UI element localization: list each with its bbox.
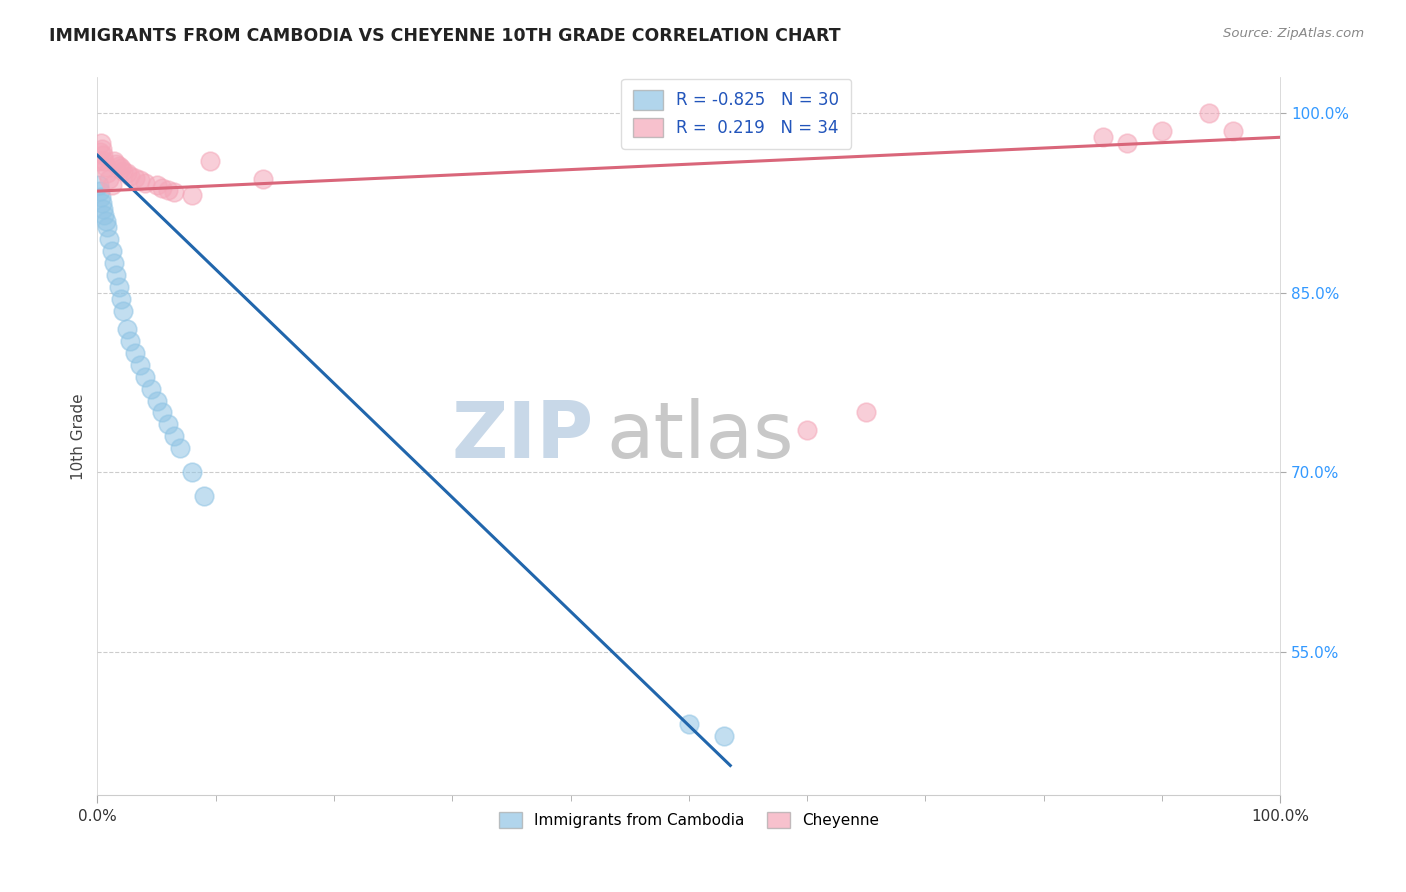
Point — [115, 166, 138, 180]
Point — [169, 442, 191, 456]
Point — [91, 202, 114, 216]
Point — [152, 180, 174, 194]
Point — [134, 176, 156, 190]
Point — [89, 184, 111, 198]
Point — [112, 163, 135, 178]
Y-axis label: 10th Grade: 10th Grade — [72, 393, 86, 480]
Point — [103, 154, 125, 169]
Point — [115, 322, 138, 336]
Point — [193, 489, 215, 503]
Point — [107, 159, 129, 173]
Point — [105, 156, 128, 170]
Point — [1091, 130, 1114, 145]
Point — [100, 178, 122, 193]
Point — [796, 424, 818, 438]
Point — [112, 303, 135, 318]
Point — [90, 190, 112, 204]
Point — [120, 334, 142, 348]
Point — [163, 186, 186, 200]
Point — [110, 161, 132, 176]
Text: ZIP: ZIP — [451, 399, 595, 475]
Point — [87, 178, 110, 193]
Point — [1198, 106, 1220, 120]
Point — [105, 268, 128, 282]
Point — [91, 148, 114, 162]
Legend: Immigrants from Cambodia, Cheyenne: Immigrants from Cambodia, Cheyenne — [492, 806, 886, 834]
Point — [855, 405, 877, 419]
Point — [93, 154, 115, 169]
Text: Source: ZipAtlas.com: Source: ZipAtlas.com — [1223, 27, 1364, 40]
Point — [91, 142, 114, 156]
Point — [145, 393, 167, 408]
Point — [1222, 124, 1244, 138]
Point — [163, 429, 186, 443]
Point — [129, 358, 152, 372]
Point — [98, 232, 121, 246]
Point — [124, 170, 146, 185]
Point — [120, 169, 142, 183]
Point — [198, 154, 221, 169]
Point — [181, 187, 204, 202]
Point — [96, 166, 118, 180]
Point — [678, 716, 700, 731]
Text: IMMIGRANTS FROM CAMBODIA VS CHEYENNE 10TH GRADE CORRELATION CHART: IMMIGRANTS FROM CAMBODIA VS CHEYENNE 10T… — [49, 27, 841, 45]
Point — [91, 196, 114, 211]
Point — [96, 219, 118, 234]
Point — [107, 280, 129, 294]
Point — [157, 183, 180, 197]
Point — [94, 214, 117, 228]
Point — [181, 466, 204, 480]
Point — [1152, 124, 1174, 138]
Point — [124, 345, 146, 359]
Point — [100, 244, 122, 258]
Point — [252, 172, 274, 186]
Text: atlas: atlas — [606, 399, 793, 475]
Point — [90, 136, 112, 151]
Point — [93, 208, 115, 222]
Point — [87, 154, 110, 169]
Point — [89, 145, 111, 159]
Point — [139, 382, 162, 396]
Point — [157, 417, 180, 432]
Point — [129, 173, 152, 187]
Point — [134, 369, 156, 384]
Point — [1115, 136, 1137, 151]
Point — [94, 160, 117, 174]
Point — [713, 729, 735, 743]
Point — [103, 256, 125, 270]
Point — [152, 405, 174, 419]
Point — [98, 172, 121, 186]
Point — [110, 292, 132, 306]
Point — [145, 178, 167, 193]
